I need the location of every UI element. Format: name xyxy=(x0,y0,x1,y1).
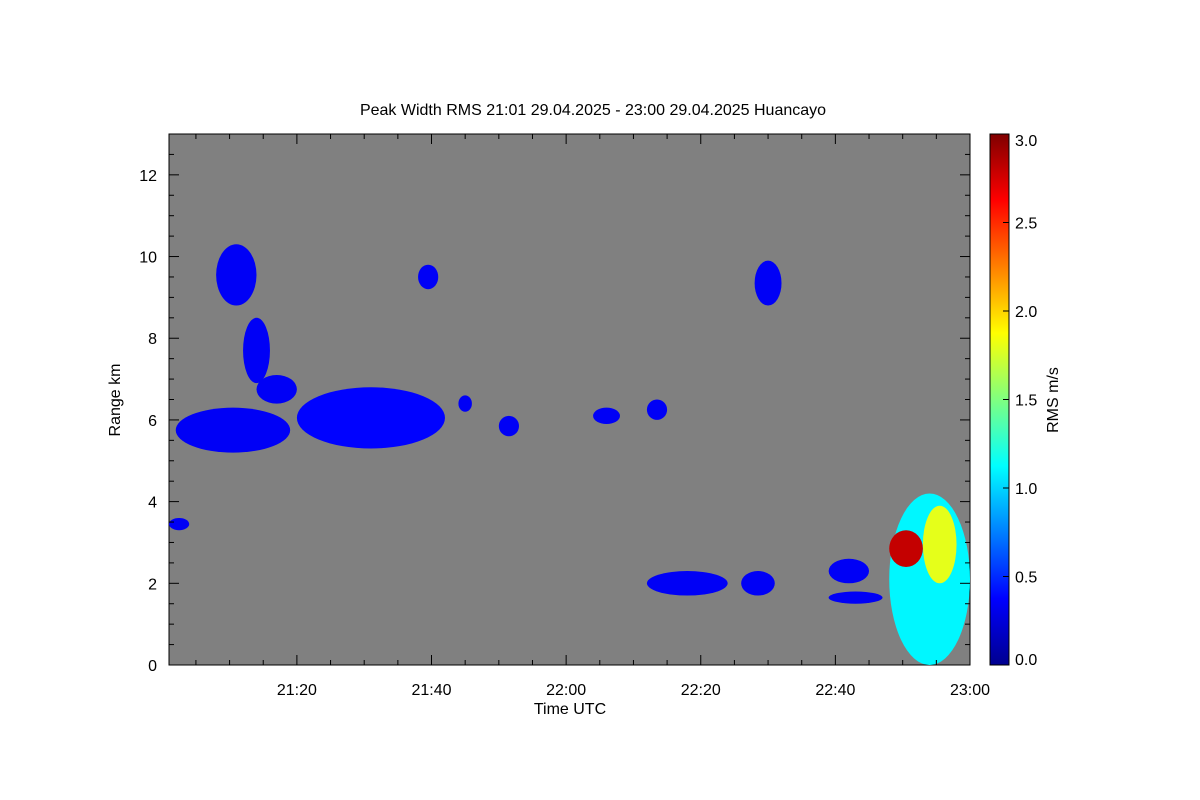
y-tick-label: 0 xyxy=(148,658,157,675)
x-tick-label: 22:20 xyxy=(681,682,721,699)
colorbar-tick-label: 1.0 xyxy=(1015,481,1037,498)
echo-layer xyxy=(169,244,971,665)
echo-region-1 xyxy=(243,317,270,384)
chart-title: Peak Width RMS 21:01 29.04.2025 - 23:00 … xyxy=(360,102,826,119)
echo-region-14 xyxy=(828,558,870,584)
echo-region-13 xyxy=(741,571,775,596)
x-tick-label: 22:00 xyxy=(546,682,586,699)
echo-region-9 xyxy=(646,399,668,420)
echo-region-7 xyxy=(498,415,520,437)
echo-region-6 xyxy=(458,395,472,412)
colorbar-tick-label: 0.0 xyxy=(1015,652,1037,669)
colorbar-ticks: 0.0 0.5 1.0 1.5 2.0 2.5 3.0 xyxy=(1003,133,1037,669)
x-tick-label: 23:00 xyxy=(950,682,990,699)
echo-region-11 xyxy=(169,517,190,531)
y-axis-label: Range km xyxy=(107,364,124,437)
y-tick-label: 4 xyxy=(148,495,157,512)
echo-region-10 xyxy=(754,260,782,306)
echo-region-15 xyxy=(828,591,883,604)
axis-layer: 21:20 21:40 22:00 22:20 22:40 23:00 0 2 4 6 8 10 12 xyxy=(139,133,990,699)
y-tick-label: 2 xyxy=(148,576,157,593)
colorbar-tick-label: 1.5 xyxy=(1015,393,1037,410)
echo-region-2 xyxy=(256,374,297,404)
echo-region-5 xyxy=(418,264,439,290)
colorbar-label: RMS m/s xyxy=(1045,367,1062,433)
echo-region-4 xyxy=(175,407,291,453)
echo-region-8 xyxy=(593,407,620,425)
y-tick-label: 10 xyxy=(139,250,157,267)
echo-region-12 xyxy=(646,571,728,596)
y-tick-label: 8 xyxy=(148,331,157,348)
y-tick-label: 6 xyxy=(148,413,157,430)
echo-region-18 xyxy=(922,505,957,584)
echo-region-3 xyxy=(296,387,445,449)
x-tick-label: 21:20 xyxy=(277,682,317,699)
colorbar-tick-label: 3.0 xyxy=(1015,133,1037,150)
x-tick-label: 21:40 xyxy=(411,682,451,699)
echo-region-17 xyxy=(889,530,923,567)
colorbar-tick-label: 2.5 xyxy=(1015,216,1037,233)
colorbar-tick-label: 0.5 xyxy=(1015,570,1037,587)
echo-region-0 xyxy=(216,244,257,306)
y-tick-label: 12 xyxy=(139,168,157,185)
colorbar-tick-label: 2.0 xyxy=(1015,304,1037,321)
x-tick-label: 22:40 xyxy=(815,682,855,699)
x-axis-label: Time UTC xyxy=(534,701,606,718)
